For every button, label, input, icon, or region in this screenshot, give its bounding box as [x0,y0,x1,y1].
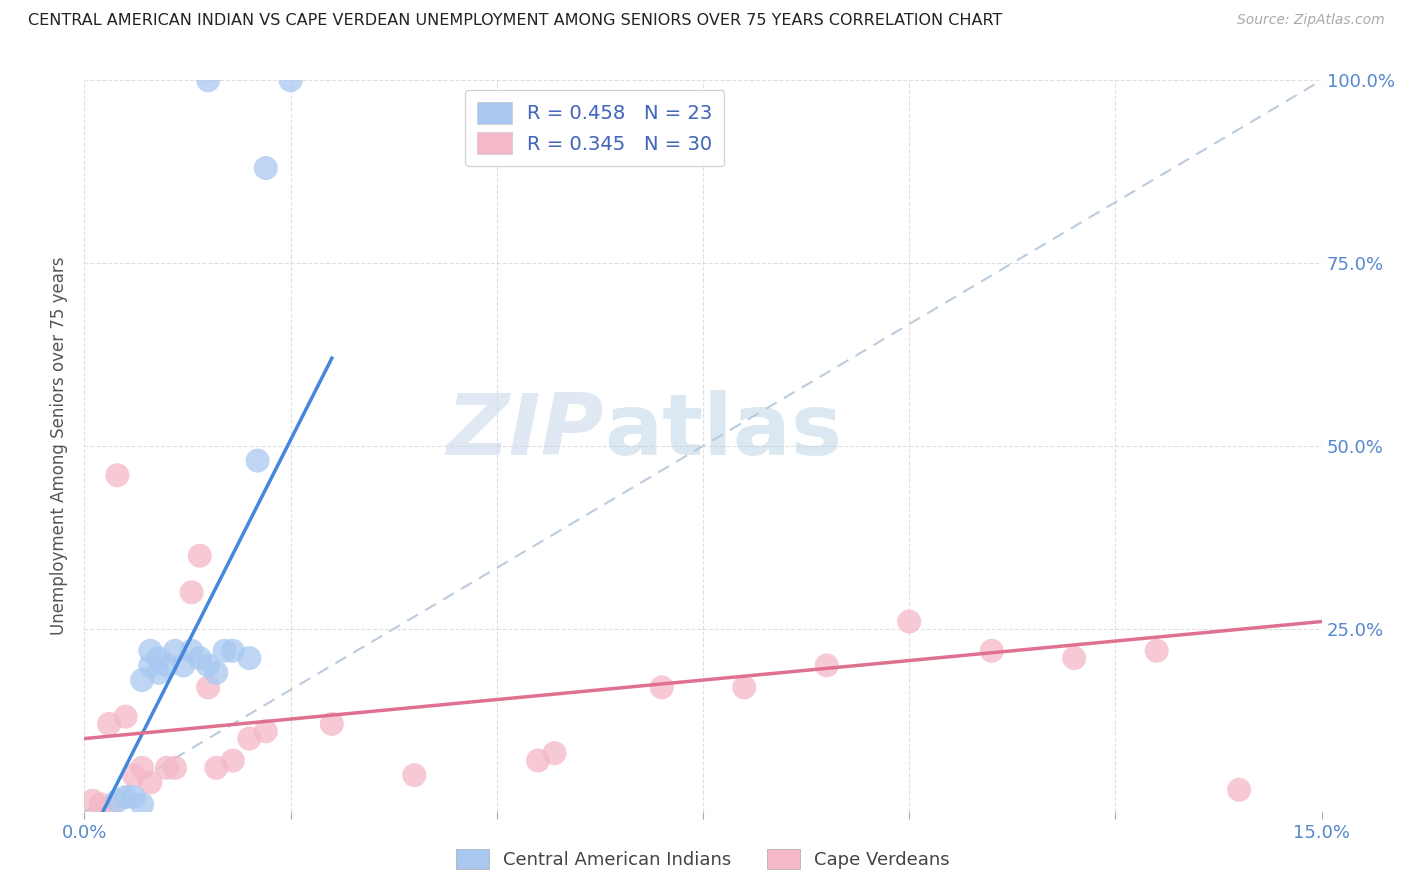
Point [980,644,1002,658]
Point [321,717,343,731]
Point [246,453,269,467]
Point [114,709,136,723]
Point [197,658,219,673]
Point [404,768,426,782]
Point [172,658,194,673]
Point [197,681,219,695]
Text: CENTRAL AMERICAN INDIAN VS CAPE VERDEAN UNEMPLOYMENT AMONG SENIORS OVER 75 YEARS: CENTRAL AMERICAN INDIAN VS CAPE VERDEAN … [28,13,1002,29]
Point [148,665,170,680]
Point [131,797,153,812]
Point [82,794,104,808]
Point [98,717,121,731]
Point [188,549,211,563]
Point [543,746,565,760]
Point [139,644,162,658]
Point [238,651,260,665]
Point [898,615,921,629]
Text: atlas: atlas [605,390,842,473]
Point [105,794,128,808]
Point [214,644,236,658]
Point [156,761,179,775]
Text: ZIP: ZIP [446,390,605,473]
Point [165,761,187,775]
Point [527,754,550,768]
Point [651,681,673,695]
Point [156,658,179,673]
Point [1063,651,1085,665]
Point [815,658,838,673]
Point [131,673,153,687]
Point [205,761,228,775]
Point [1227,782,1250,797]
Point [205,665,228,680]
Point [254,161,277,175]
Text: Source: ZipAtlas.com: Source: ZipAtlas.com [1237,13,1385,28]
Legend: Central American Indians, Cape Verdeans: Central American Indians, Cape Verdeans [447,839,959,879]
Point [98,801,121,815]
Point [105,468,128,483]
Point [222,644,245,658]
Point [197,73,219,87]
Point [222,754,245,768]
Point [139,658,162,673]
Point [180,644,202,658]
Point [122,768,145,782]
Point [148,651,170,665]
Point [131,761,153,775]
Point [165,644,187,658]
Point [1146,644,1168,658]
Point [180,585,202,599]
Y-axis label: Unemployment Among Seniors over 75 years: Unemployment Among Seniors over 75 years [51,257,69,635]
Point [122,790,145,805]
Point [238,731,260,746]
Legend: R = 0.458   N = 23, R = 0.345   N = 30: R = 0.458 N = 23, R = 0.345 N = 30 [465,90,724,166]
Point [254,724,277,739]
Point [139,775,162,789]
Point [114,790,136,805]
Point [188,651,211,665]
Point [280,73,302,87]
Point [733,681,755,695]
Point [90,797,112,812]
